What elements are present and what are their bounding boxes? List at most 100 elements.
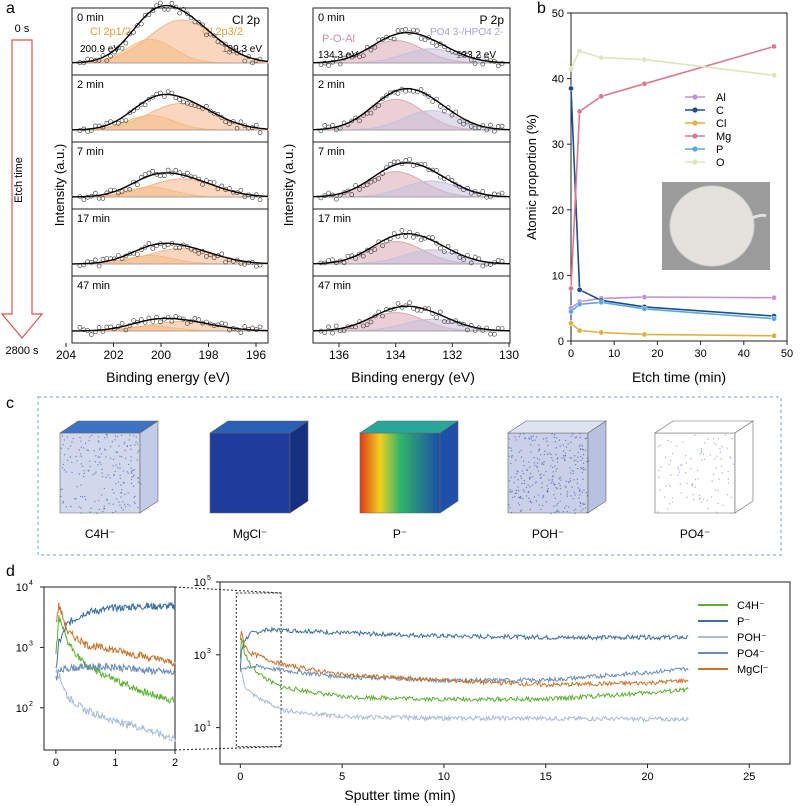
d-legend-label: POH⁻ [737, 632, 767, 644]
cube-speckle [576, 478, 578, 480]
cube-speckle [657, 511, 659, 513]
cube-speckle [126, 445, 128, 447]
b-y-tick-label: 0 [558, 336, 564, 348]
cube-speckle [519, 495, 522, 498]
cube-speckle [581, 471, 583, 474]
cube-speckle [528, 437, 530, 439]
cube-speckle [554, 484, 556, 486]
cube-speckle [718, 478, 720, 480]
cube-speckle [71, 461, 73, 463]
b-legend-marker [692, 120, 698, 126]
cube-speckle [117, 481, 120, 483]
cube-speckle [585, 492, 587, 494]
cube-label: PO4⁻ [680, 527, 710, 541]
cube-speckle [719, 448, 721, 450]
xps-data-point [104, 256, 110, 261]
inset-y-tick-exponent: 4 [29, 580, 33, 587]
main-x-tick-label: 10 [438, 771, 450, 783]
cube-speckle [574, 437, 576, 439]
cube-speckle [559, 484, 561, 487]
cube-speckle [89, 436, 91, 438]
xps-data-point [250, 60, 255, 66]
cube-speckle [88, 440, 90, 442]
cube-speckle [571, 457, 573, 459]
cube-speckle [566, 491, 569, 493]
cube-speckle [704, 442, 706, 444]
xps-data-point [353, 52, 358, 58]
cube-speckle [581, 445, 584, 447]
cube-speckle [110, 446, 112, 448]
xps-data-point [242, 261, 248, 267]
cube-speckle [511, 456, 513, 458]
cube-speckle [97, 440, 99, 442]
cube-speckle [557, 461, 559, 463]
xps-data-point [123, 327, 129, 333]
cube-speckle [677, 474, 679, 476]
cube-speckle [531, 502, 533, 504]
cube-speckle [60, 447, 62, 449]
p-peak2-label: PO4 3-/HPO4 2- [430, 27, 503, 38]
xps-data-point [119, 118, 125, 123]
cube-speckle [691, 483, 693, 485]
xps-data-point [158, 173, 163, 179]
cube-speckle [543, 474, 545, 476]
p-peak1-label: P-O-Al [322, 33, 355, 45]
xps-data-point [93, 257, 98, 263]
d-legend-label: P⁻ [737, 616, 750, 628]
cube-speckle [74, 498, 76, 500]
cube-speckle [94, 500, 96, 502]
cube-speckle [62, 463, 64, 465]
cube-speckle [577, 468, 579, 470]
cube-speckle [543, 461, 545, 463]
cube-speckle [575, 508, 577, 510]
cube-speckle [135, 436, 137, 438]
cube-speckle [119, 504, 121, 506]
cube-speckle [529, 478, 531, 480]
cube-speckle [559, 445, 561, 447]
cube-speckle [112, 458, 115, 460]
xps-data-point [77, 128, 83, 133]
xps-data-point [472, 254, 478, 260]
main-y-tick-exponent: 3 [207, 648, 211, 655]
b-x-tick-label: 10 [608, 348, 620, 360]
cube-speckle [578, 445, 580, 447]
cube-speckle [527, 491, 529, 493]
cube-speckle [584, 468, 586, 470]
cube-speckle [516, 470, 518, 472]
cube-speckle [529, 438, 531, 440]
d-series-line [239, 638, 689, 703]
cube-speckle [130, 448, 132, 450]
cube-speckle [565, 505, 567, 507]
cube-speckle [129, 434, 131, 436]
cube-speckle [114, 435, 116, 437]
cube-speckle [550, 482, 552, 484]
b-data-point [598, 93, 605, 100]
cube-speckle [110, 457, 112, 459]
xps-p-panel: Intensity (a.u.) Binding energy (eV) P 2… [281, 7, 519, 385]
cube-speckle [60, 489, 62, 491]
b-legend-label: C [716, 105, 724, 117]
cube-speckle [564, 485, 566, 487]
cube-speckle [546, 485, 548, 487]
cube-label: MgCl⁻ [233, 527, 267, 541]
cube-speckle [562, 511, 564, 513]
cube-speckle [520, 477, 523, 479]
cube-speckle [119, 477, 121, 479]
cube-speckle [536, 465, 538, 467]
cube-speckle [82, 465, 84, 467]
cube-speckle [554, 497, 556, 499]
xps-data-point [116, 190, 121, 196]
cube-speckle [712, 473, 715, 476]
cube-speckle [520, 450, 522, 452]
cube-speckle [572, 498, 574, 500]
cube-speckle [664, 456, 667, 458]
xps-data-point [403, 27, 409, 32]
cube-speckle [94, 472, 96, 475]
b-data-point [771, 294, 777, 301]
xps-row-frame [71, 275, 269, 344]
cube-speckle [120, 496, 122, 498]
cube-speckle [726, 447, 728, 449]
cube-speckle [116, 436, 118, 438]
cube-speckle [560, 479, 562, 481]
cube-speckle [574, 455, 576, 457]
